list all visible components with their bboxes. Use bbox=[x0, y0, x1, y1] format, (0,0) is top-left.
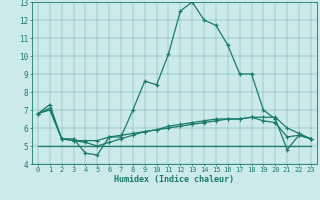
X-axis label: Humidex (Indice chaleur): Humidex (Indice chaleur) bbox=[115, 175, 234, 184]
